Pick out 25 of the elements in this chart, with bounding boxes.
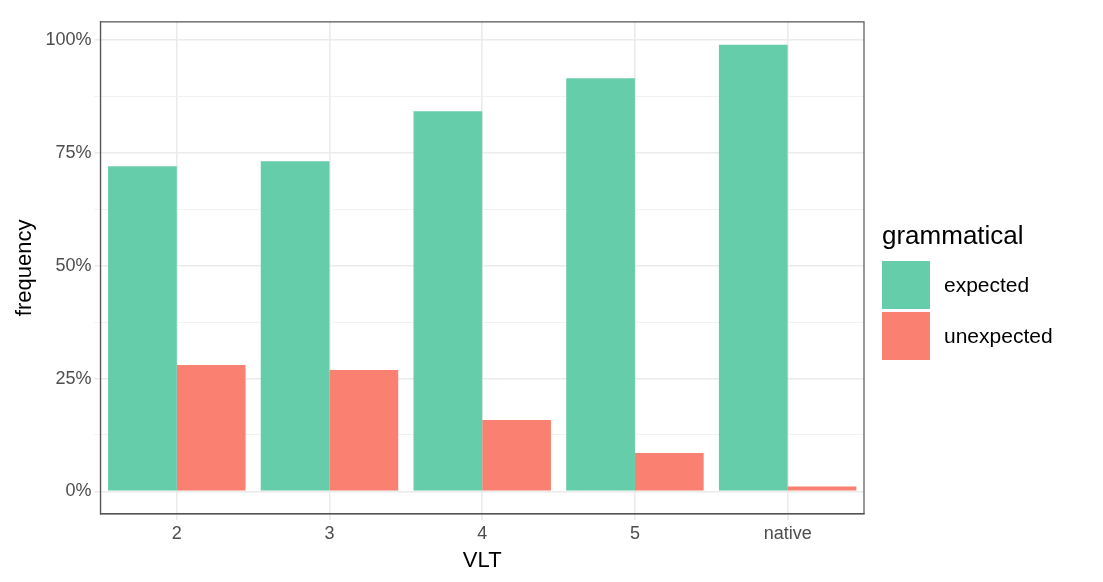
- legend-title: grammatical: [882, 219, 1025, 251]
- bar: [482, 420, 551, 491]
- legend-label: unexpected: [944, 323, 1053, 348]
- bar: [176, 364, 246, 491]
- y-tick-label: 100%: [45, 28, 92, 49]
- bar: [413, 111, 483, 491]
- legend-label: expected: [944, 272, 1030, 297]
- bar: [787, 486, 857, 491]
- bar: [108, 166, 177, 491]
- bar: [260, 161, 330, 491]
- bar: [634, 453, 704, 491]
- x-tick-label: 2: [171, 522, 182, 543]
- x-tick-label: 5: [629, 522, 640, 543]
- y-tick-label: 0%: [65, 480, 92, 501]
- y-tick-label: 25%: [55, 367, 92, 388]
- y-axis-title: frequency: [11, 219, 37, 317]
- x-tick-label: 4: [477, 522, 488, 543]
- x-tick-label: 3: [324, 522, 335, 543]
- bar: [718, 44, 788, 491]
- bar: [566, 78, 635, 491]
- y-tick-label: 75%: [55, 141, 92, 162]
- bar: [329, 369, 399, 491]
- x-tick-label: native: [763, 522, 812, 543]
- y-tick-label: 50%: [55, 254, 92, 275]
- x-axis-title: VLT: [462, 546, 502, 572]
